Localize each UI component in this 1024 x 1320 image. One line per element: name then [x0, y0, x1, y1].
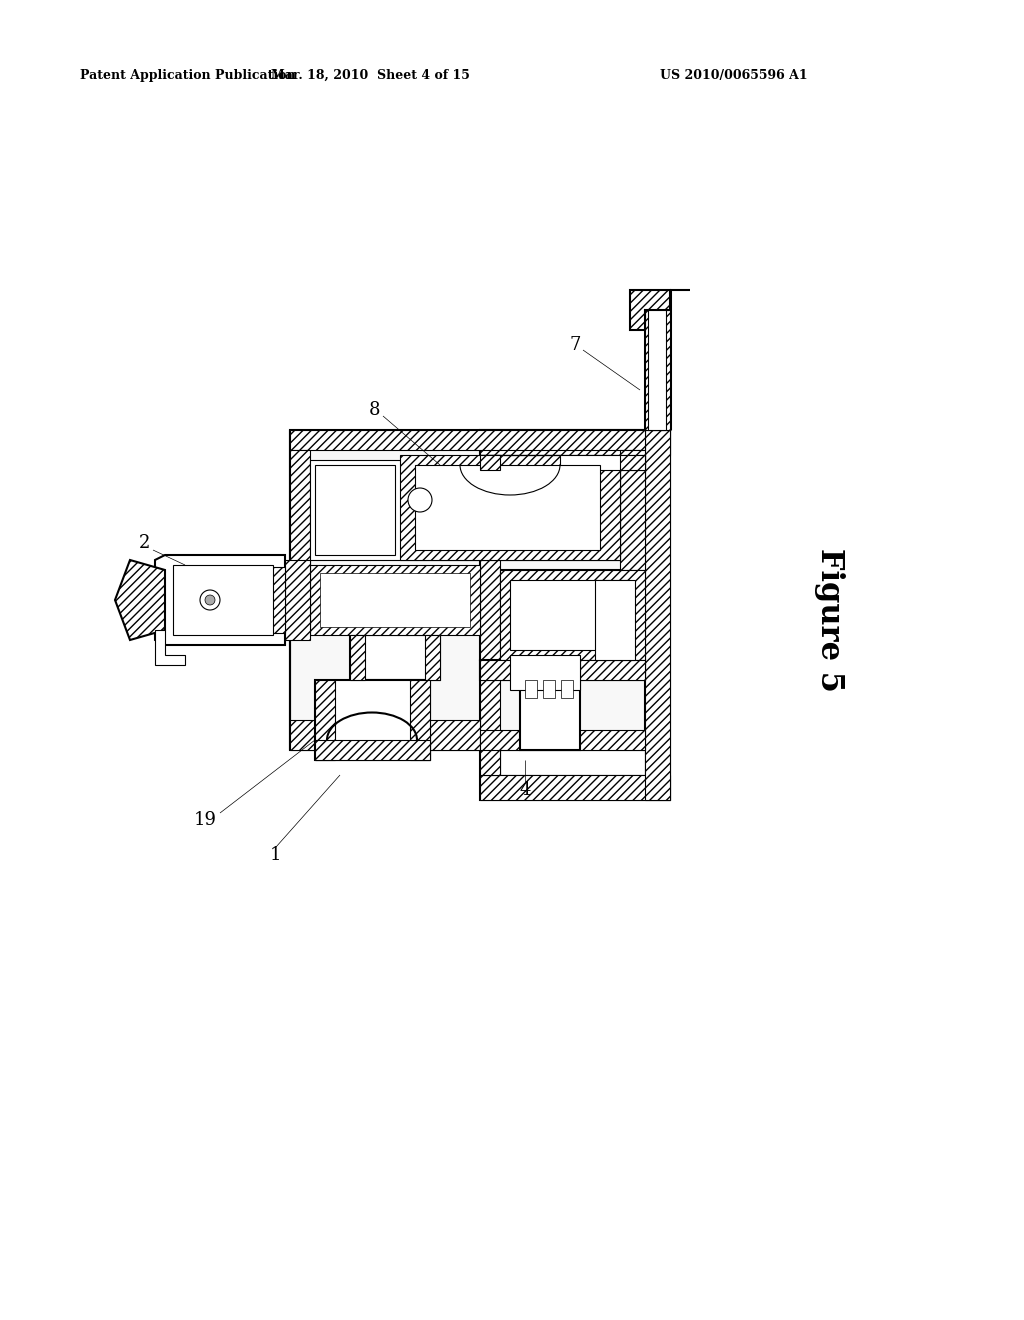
Text: 7: 7	[569, 337, 581, 354]
Polygon shape	[310, 565, 480, 635]
Polygon shape	[480, 430, 670, 455]
Text: Mar. 18, 2010  Sheet 4 of 15: Mar. 18, 2010 Sheet 4 of 15	[270, 69, 469, 82]
Polygon shape	[290, 719, 480, 750]
Polygon shape	[480, 730, 645, 750]
Bar	[510, 655, 580, 690]
Polygon shape	[155, 630, 185, 665]
Text: Patent Application Publication: Patent Application Publication	[80, 69, 296, 82]
Polygon shape	[620, 450, 645, 570]
Circle shape	[408, 488, 432, 512]
Polygon shape	[580, 660, 645, 680]
Bar	[310, 459, 620, 560]
Text: 1: 1	[269, 846, 281, 865]
Polygon shape	[400, 455, 620, 560]
Polygon shape	[285, 560, 310, 640]
Polygon shape	[315, 680, 430, 760]
Bar	[173, 565, 273, 635]
Bar	[165, 576, 310, 624]
Polygon shape	[290, 430, 645, 570]
Polygon shape	[155, 554, 285, 645]
Text: US 2010/0065596 A1: US 2010/0065596 A1	[660, 69, 808, 82]
Polygon shape	[620, 455, 645, 470]
Bar	[175, 582, 300, 618]
Bar	[648, 310, 666, 430]
Polygon shape	[410, 680, 430, 760]
Polygon shape	[260, 568, 285, 634]
Text: 19: 19	[194, 810, 216, 829]
Polygon shape	[480, 660, 520, 680]
Text: 4: 4	[519, 781, 530, 799]
Polygon shape	[290, 450, 310, 570]
Polygon shape	[350, 635, 440, 680]
Polygon shape	[350, 635, 365, 680]
Polygon shape	[315, 680, 335, 760]
Polygon shape	[165, 565, 310, 576]
Polygon shape	[480, 775, 670, 800]
Circle shape	[200, 590, 220, 610]
Bar	[510, 579, 630, 649]
Bar	[315, 465, 395, 554]
Bar	[561, 680, 573, 698]
Bar	[500, 455, 645, 775]
Bar	[543, 680, 555, 698]
Text: 8: 8	[370, 401, 381, 418]
Polygon shape	[645, 430, 670, 800]
Text: 2: 2	[139, 535, 151, 552]
Polygon shape	[165, 624, 310, 635]
Polygon shape	[480, 430, 670, 800]
Polygon shape	[480, 660, 645, 750]
Bar	[525, 680, 537, 698]
Polygon shape	[425, 635, 440, 680]
Polygon shape	[480, 455, 645, 470]
Bar	[415, 465, 600, 550]
Bar	[319, 573, 470, 627]
Circle shape	[205, 595, 215, 605]
Bar	[595, 579, 635, 660]
Polygon shape	[645, 310, 670, 430]
Polygon shape	[290, 570, 645, 750]
Polygon shape	[480, 455, 500, 775]
Polygon shape	[290, 430, 645, 450]
Polygon shape	[500, 570, 645, 660]
Polygon shape	[115, 560, 165, 640]
Text: Figure 5: Figure 5	[814, 548, 846, 692]
Polygon shape	[630, 290, 670, 330]
Polygon shape	[480, 455, 500, 470]
Polygon shape	[315, 741, 430, 760]
